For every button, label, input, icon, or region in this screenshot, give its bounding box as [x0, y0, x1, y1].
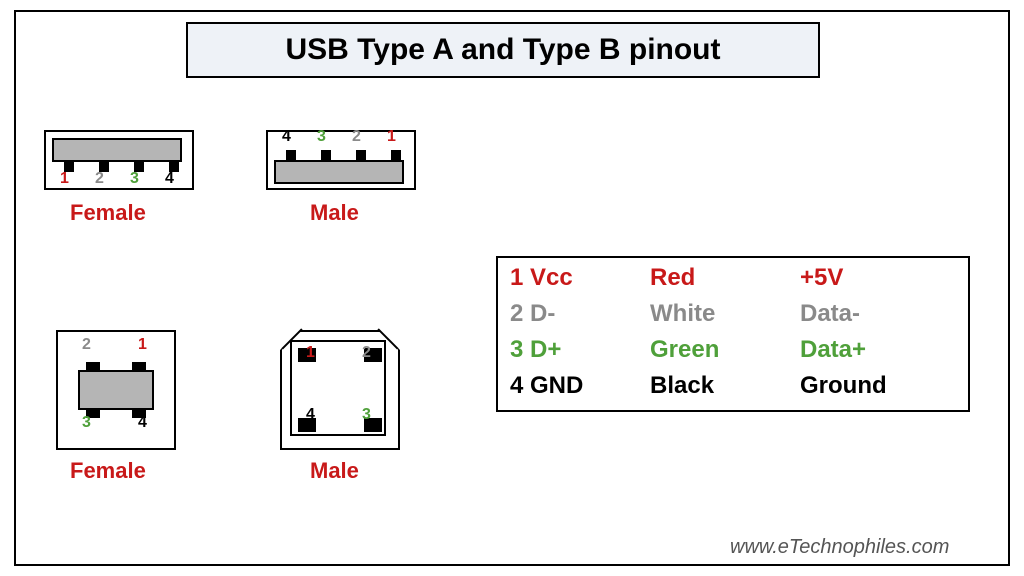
typeA-female-plastic — [52, 138, 182, 162]
legend-sig: Data- — [800, 300, 860, 328]
pin-number: 4 — [165, 170, 174, 188]
pin-number: 1 — [60, 170, 69, 188]
typeA-male-contact — [286, 150, 296, 160]
title-box: USB Type A and Type B pinout — [186, 22, 820, 78]
pin-number: 4 — [306, 406, 315, 424]
pin-number: 2 — [82, 336, 91, 354]
typeA-male-plastic — [274, 160, 404, 184]
typeB-female-shell — [56, 330, 176, 450]
pin-number: 3 — [82, 414, 91, 432]
pin-number: 2 — [352, 128, 361, 146]
typeB-female-plastic — [78, 370, 154, 410]
pin-number: 2 — [95, 170, 104, 188]
typeB-female-contact — [86, 362, 100, 372]
legend-pin: 4 GND — [510, 372, 583, 400]
pin-number: 3 — [317, 128, 326, 146]
typeA-male-contact — [321, 150, 331, 160]
legend-pin: 1 Vcc — [510, 264, 573, 292]
pin-number: 1 — [387, 128, 396, 146]
typeB-female-label: Female — [70, 458, 146, 484]
pin-number: 3 — [130, 170, 139, 188]
typeB-male-label: Male — [310, 458, 359, 484]
pin-number: 2 — [362, 344, 371, 362]
typeA-female-label: Female — [70, 200, 146, 226]
legend-wire: Black — [650, 372, 714, 400]
pin-number: 1 — [306, 344, 315, 362]
pin-number: 3 — [362, 406, 371, 424]
legend-sig: +5V — [800, 264, 843, 292]
typeB-female-contact — [132, 362, 146, 372]
pin-number: 4 — [138, 414, 147, 432]
typeA-male-contact — [356, 150, 366, 160]
pin-number: 4 — [282, 128, 291, 146]
legend-sig: Ground — [800, 372, 887, 400]
legend-wire: Red — [650, 264, 695, 292]
pin-number: 1 — [138, 336, 147, 354]
legend-pin: 3 D+ — [510, 336, 561, 364]
legend-pin: 2 D- — [510, 300, 555, 328]
title-text: USB Type A and Type B pinout — [286, 33, 721, 67]
typeB-male-shell — [280, 330, 400, 450]
legend-wire: Green — [650, 336, 719, 364]
legend-wire: White — [650, 300, 715, 328]
typeA-male-label: Male — [310, 200, 359, 226]
typeA-male-contact — [391, 150, 401, 160]
attribution-text: www.eTechnophiles.com — [730, 536, 949, 559]
legend-sig: Data+ — [800, 336, 866, 364]
